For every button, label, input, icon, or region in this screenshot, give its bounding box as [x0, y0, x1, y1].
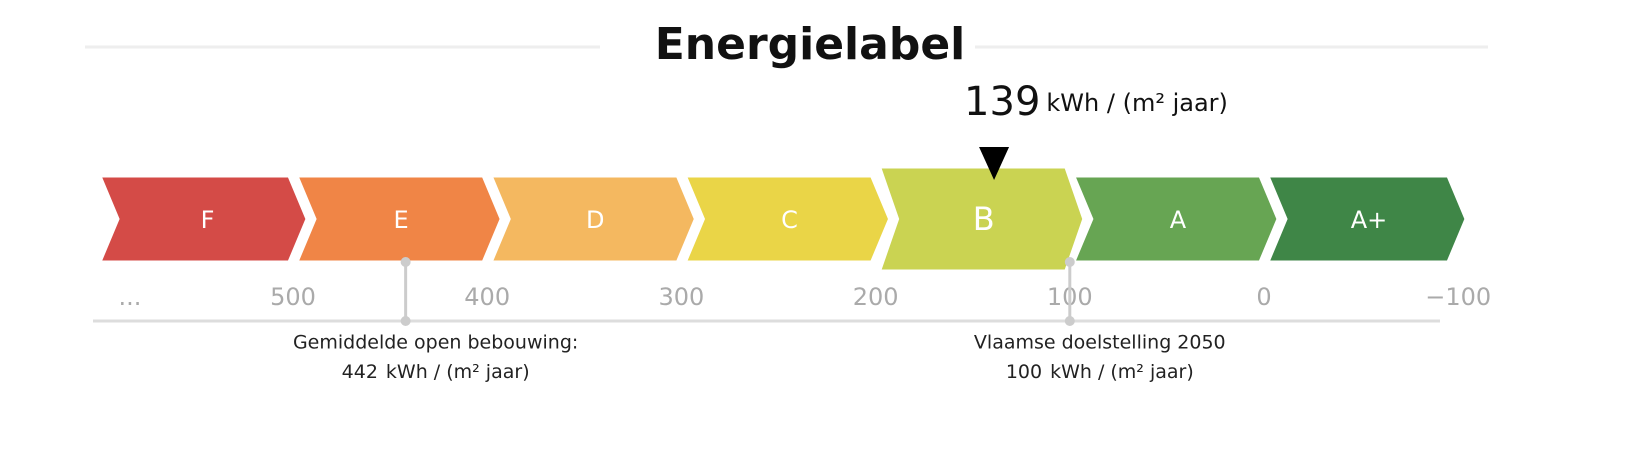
marker-label: Vlaamse doelstelling 2050 — [974, 332, 1226, 354]
class-label: E — [394, 206, 409, 234]
score-pointer — [979, 147, 1010, 180]
marker-dot — [1064, 257, 1075, 267]
tick-label: −100 — [1425, 283, 1491, 311]
title: Energielabel — [655, 19, 966, 70]
marker-dot — [400, 316, 411, 326]
score-unit: kWh / (m² jaar) — [1046, 89, 1228, 117]
marker-unit: kWh / (m² jaar) — [386, 361, 530, 383]
tick-label: 0 — [1256, 283, 1271, 311]
energy-class — [1071, 174, 1280, 264]
marker-number: 100 — [1006, 361, 1042, 383]
energy-class — [877, 165, 1086, 273]
energy-class — [1265, 174, 1468, 264]
energy-class — [97, 174, 309, 264]
energy-class — [294, 174, 503, 264]
class-label: B — [973, 200, 995, 238]
class-label: A — [1170, 206, 1187, 234]
tick-label: 200 — [853, 283, 899, 311]
marker-unit: kWh / (m² jaar) — [1050, 361, 1194, 383]
overflow-label: ... — [119, 283, 142, 311]
marker-value: 442 kWh / (m² jaar) — [342, 361, 530, 383]
marker-dot — [1064, 316, 1075, 326]
marker-dot — [400, 257, 411, 267]
score-value: 139 — [964, 79, 1040, 125]
tick-label: 400 — [464, 283, 510, 311]
score-text: 139 kWh / (m² jaar) — [964, 79, 1228, 125]
energy-class — [488, 174, 698, 264]
class-label: D — [586, 206, 604, 234]
class-label: A+ — [1351, 206, 1388, 234]
tick-label: 300 — [658, 283, 704, 311]
marker-value: 100 kWh / (m² jaar) — [1006, 361, 1194, 383]
marker-label: Gemiddelde open bebouwing: — [293, 332, 578, 354]
tick-label: 500 — [270, 283, 316, 311]
energy-class — [683, 174, 892, 264]
marker-number: 442 — [342, 361, 378, 383]
class-label: C — [781, 206, 798, 234]
class-label: F — [201, 206, 215, 234]
